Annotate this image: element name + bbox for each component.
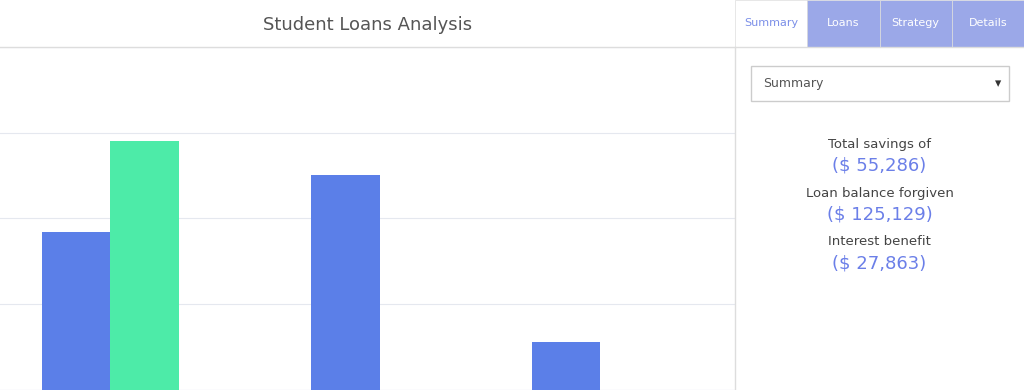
Text: Summary: Summary bbox=[763, 77, 823, 90]
Text: ($ 27,863): ($ 27,863) bbox=[833, 254, 927, 272]
Text: Strategy: Strategy bbox=[892, 18, 940, 28]
Text: ($ 55,286): ($ 55,286) bbox=[833, 157, 927, 175]
Text: Total savings of: Total savings of bbox=[828, 138, 931, 151]
Text: Interest benefit: Interest benefit bbox=[828, 235, 931, 248]
Bar bbox=[42, 232, 111, 390]
Text: Loans: Loans bbox=[827, 18, 860, 28]
Bar bbox=[311, 175, 380, 390]
Text: ▾: ▾ bbox=[995, 77, 1001, 90]
Text: Summary: Summary bbox=[744, 18, 799, 28]
Bar bbox=[111, 141, 179, 390]
Bar bbox=[531, 342, 600, 390]
Text: Details: Details bbox=[969, 18, 1008, 28]
Text: Loan balance forgiven: Loan balance forgiven bbox=[806, 186, 953, 200]
Text: ($ 125,129): ($ 125,129) bbox=[826, 206, 933, 223]
Title: Student Loans Analysis: Student Loans Analysis bbox=[263, 16, 472, 34]
